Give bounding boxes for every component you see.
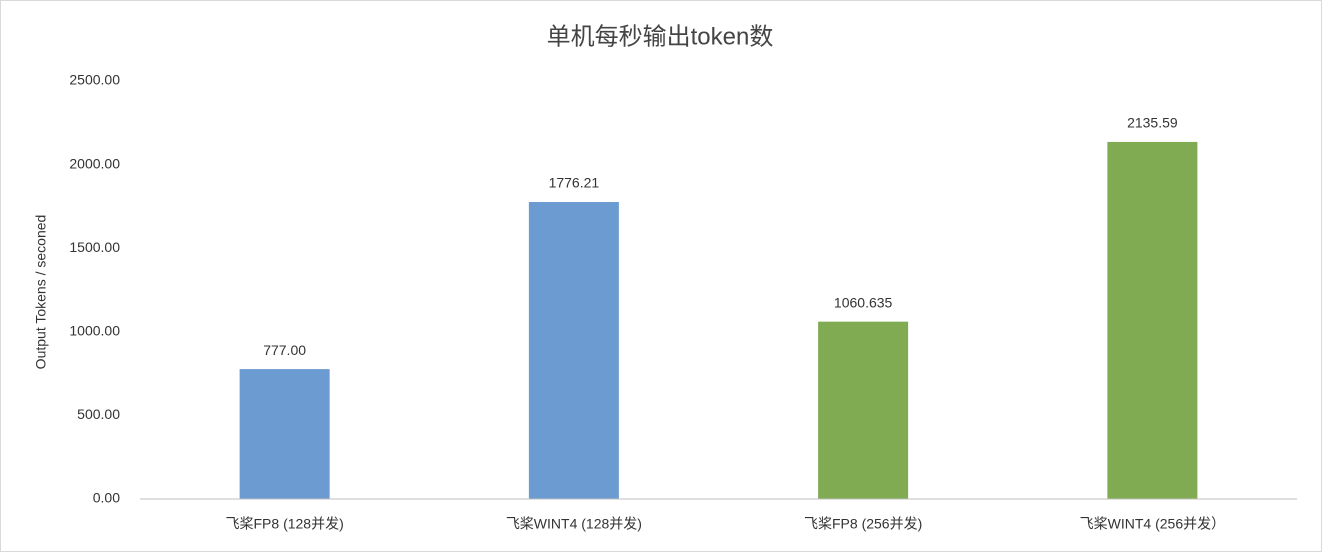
bar (239, 369, 330, 499)
x-tick-label: 飞桨FP8 (128并发) (226, 516, 344, 532)
y-axis-label: Output Tokens / seconed (33, 215, 49, 370)
x-tick-label: 飞桨WINT4 (256并发） (1080, 516, 1225, 532)
x-tick-label: 飞桨WINT4 (128并发) (506, 516, 642, 532)
y-tick-label: 0.00 (93, 490, 120, 506)
y-tick-label: 500.00 (77, 406, 120, 422)
y-tick-label: 1000.00 (69, 323, 120, 339)
bar (528, 202, 619, 499)
value-label: 1776.21 (549, 175, 600, 191)
x-tick-label: 飞桨FP8 (256并发) (804, 516, 922, 532)
bar (818, 321, 909, 499)
chart-title: 单机每秒输出token数 (547, 23, 774, 50)
value-label: 777.00 (263, 342, 306, 358)
value-label: 1060.635 (834, 294, 893, 310)
value-label: 2135.59 (1127, 115, 1178, 131)
y-tick-label: 1500.00 (69, 239, 120, 255)
y-tick-label: 2000.00 (69, 155, 120, 171)
bar (1107, 141, 1198, 499)
y-tick-label: 2500.00 (69, 72, 120, 88)
